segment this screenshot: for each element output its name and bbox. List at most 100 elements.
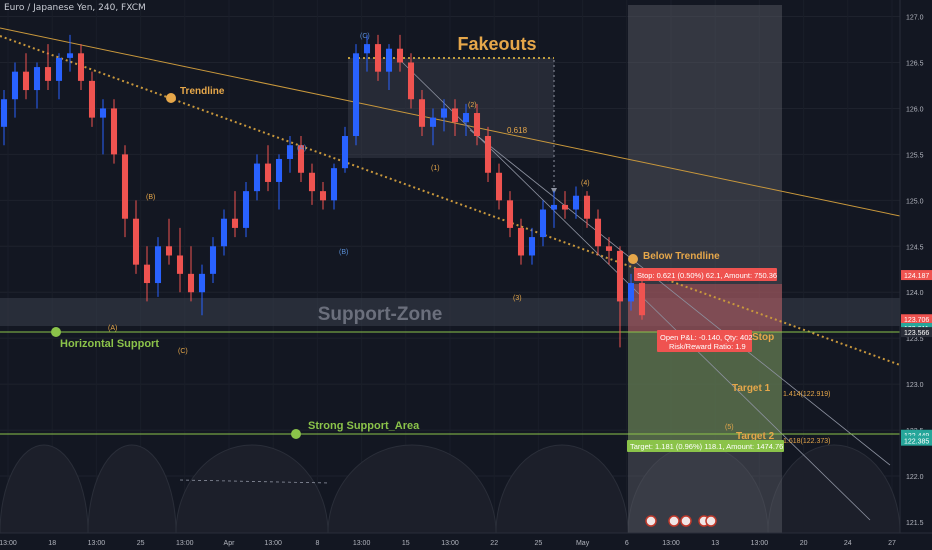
- trendline-anchor[interactable]: [166, 93, 176, 103]
- candle-body: [484, 136, 492, 173]
- candle-body: [429, 117, 437, 127]
- event-icon[interactable]: [668, 515, 680, 527]
- time-tick-label: 24: [844, 540, 852, 547]
- event-icon[interactable]: [680, 515, 692, 527]
- target-info-text: Target: 1.181 (0.96%) 118.1, Amount: 147…: [630, 442, 783, 451]
- price-tick-label: 127.0: [906, 15, 924, 22]
- event-icon[interactable]: [705, 515, 717, 527]
- support-zone-label: Support-Zone: [318, 304, 443, 325]
- event-icon[interactable]: [645, 515, 657, 527]
- candle-body: [330, 168, 338, 201]
- candle-body: [209, 246, 217, 274]
- candle-body: [176, 255, 184, 274]
- pnl-info-line2: Risk/Reward Ratio: 1.9: [669, 342, 746, 351]
- candle-body: [165, 246, 173, 256]
- price-label-box: [901, 435, 932, 446]
- wave-label-1: (1): [431, 165, 440, 172]
- target2-label: Target 2: [736, 431, 775, 442]
- candle-body: [297, 145, 305, 173]
- candle-body: [561, 204, 569, 210]
- time-tick-label: May: [576, 540, 590, 547]
- horizontal-support-anchor[interactable]: [51, 327, 61, 337]
- time-tick-label: Apr: [224, 540, 236, 547]
- upper-trendline[interactable]: [0, 27, 901, 217]
- candle-body: [506, 200, 514, 228]
- time-tick-label: 25: [137, 540, 145, 547]
- time-tick-label: 8: [315, 540, 319, 547]
- candle-body: [231, 218, 239, 228]
- below-trendline-anchor[interactable]: [628, 254, 638, 264]
- price-tick-label: 121.5: [906, 520, 924, 527]
- target-info-box[interactable]: [627, 440, 784, 452]
- stop-info-box[interactable]: [634, 268, 777, 281]
- target1-level: 1.414(122.919): [783, 391, 830, 398]
- pnl-info-line1: Open P&L: -0.140, Qty: 402: [660, 333, 753, 342]
- price-tick-label: 126.5: [906, 60, 924, 67]
- time-axis-background: [0, 533, 932, 550]
- candle-body: [528, 237, 536, 256]
- price-tick-label: 123.0: [906, 382, 924, 389]
- time-tick-label: 13: [711, 540, 719, 547]
- price-label-text: 123.566: [904, 330, 929, 337]
- wave-label-a-1: (A): [108, 325, 117, 332]
- fakeouts-title: Fakeouts: [457, 34, 536, 54]
- candle-body: [462, 113, 470, 123]
- fib-0618-label: 0.618: [507, 126, 528, 135]
- candle-body: [110, 108, 118, 155]
- candlestick-series: [0, 34, 646, 348]
- candle-body: [385, 48, 393, 72]
- time-tick-label: 18: [48, 540, 56, 547]
- candle-body: [198, 273, 206, 293]
- time-tick-label: 20: [800, 540, 808, 547]
- stop-label: Stop: [752, 332, 774, 343]
- target2-level: 1.618(122.373): [783, 438, 830, 445]
- price-tick-label: 125.5: [906, 152, 924, 159]
- price-tick-label: 124.5: [906, 244, 924, 251]
- strong-support-anchor[interactable]: [291, 429, 301, 439]
- event-icons[interactable]: [645, 515, 717, 527]
- price-label-box: [901, 314, 932, 325]
- candle-body: [242, 191, 250, 228]
- time-axis-ticks: 13:00 18 13:00 25 13:00 Apr 13:00 8 13:00 15 13:00…: [0, 540, 896, 547]
- candle-body: [407, 62, 415, 100]
- stop-zone[interactable]: [628, 284, 782, 332]
- candle-body: [396, 48, 404, 63]
- candle-body: [627, 283, 635, 302]
- horizontal-support-label: Horizontal Support: [60, 338, 159, 350]
- candle-body: [451, 108, 459, 123]
- candle-body: [374, 44, 382, 72]
- candle-body: [88, 80, 96, 118]
- candle-body: [11, 71, 19, 100]
- symbol-title: Euro / Japanese Yen, 240, FXCM: [4, 3, 146, 13]
- fakeouts-box[interactable]: [348, 58, 554, 158]
- dashed-small-line: [179, 479, 331, 484]
- candle-body: [264, 163, 272, 182]
- candle-body: [253, 163, 261, 192]
- candle-body: [341, 136, 349, 169]
- target1-label: Target 1: [732, 383, 771, 394]
- price-label-box: [901, 270, 932, 281]
- candle-body: [594, 218, 602, 247]
- price-tick-label: 126.0: [906, 106, 924, 113]
- candle-body: [352, 53, 360, 137]
- candle-body: [363, 44, 371, 54]
- candle-body: [517, 227, 525, 256]
- time-tick-label: 13:00: [264, 540, 282, 547]
- price-label-box: [901, 327, 932, 338]
- cycle-arcs: [0, 444, 901, 534]
- stop-info-text: Stop: 0.621 (0.50%) 62.1, Amount: 750.36: [637, 271, 777, 280]
- candle-body: [33, 67, 41, 91]
- time-tick-label: 22: [490, 540, 498, 547]
- candle-body: [22, 71, 30, 91]
- candle-body: [638, 283, 646, 316]
- pnl-info-box[interactable]: [657, 330, 752, 352]
- price-axis-labels: 124.187123.70649:03123.611123.566122.449…: [901, 270, 932, 446]
- trendline-label: Trendline: [180, 86, 225, 97]
- price-tick-label: 124.0: [906, 290, 924, 297]
- candle-body: [473, 113, 481, 137]
- candle-body: [77, 53, 85, 81]
- time-tick-label: 15: [402, 540, 410, 547]
- candle-body: [99, 108, 107, 118]
- wave-label-4: (4): [581, 180, 590, 187]
